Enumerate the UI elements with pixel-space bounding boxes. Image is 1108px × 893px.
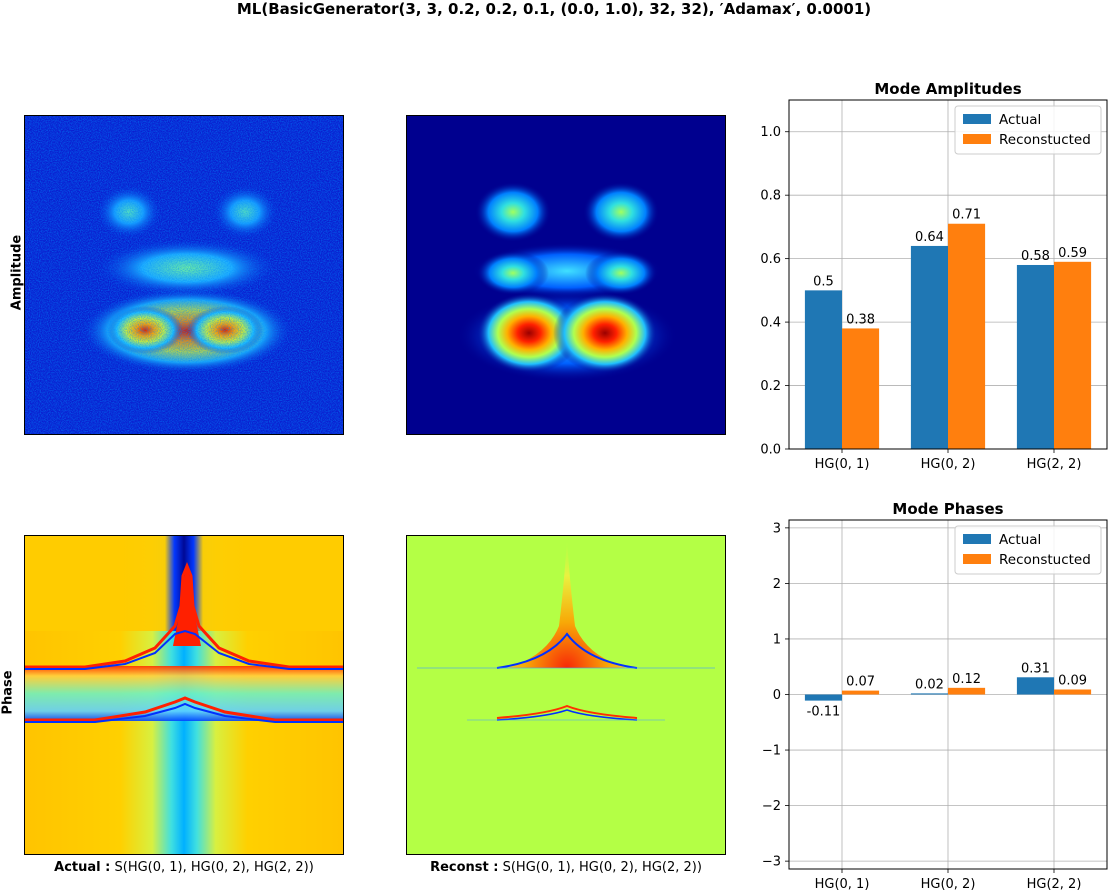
bar-actual [804,290,842,449]
reconstructed-caption: Reconst : S(HG(0, 1), HG(0, 2), HG(2, 2)… [406,860,726,875]
y-tick-label: 0.8 [760,189,781,204]
legend-swatch [963,134,991,144]
x-tick-label: HG(0, 2) [921,457,976,472]
reconstructed-amplitude-image [406,115,726,435]
bar-reconstructed [948,223,986,449]
y-tick-label: −1 [762,744,781,759]
bar-value-label: 0.59 [1058,246,1087,261]
legend-box [954,525,1102,575]
bar-value-label: 0.64 [915,230,944,245]
axes-frame [788,519,1108,870]
y-tick-label: 0.6 [760,252,781,267]
bar-value-label: -0.11 [807,705,841,720]
chart-title: Mode Phases [892,500,1003,518]
row-label-amplitude: Amplitude [9,234,25,311]
bar-value-label: 0.5 [813,274,834,289]
x-tick-label: HG(0, 2) [921,877,976,892]
bar-value-label: 0.07 [846,675,875,690]
x-tick-label: HG(2, 2) [1027,457,1082,472]
mode-amplitudes-chart: Mode Amplitudes 0.0 0.2 0.4 0.6 0.8 1.0 HG(0, 1… [760,80,1108,472]
actual-caption: Actual : S(HG(0, 1), HG(0, 2), HG(2, 2)) [24,860,344,875]
bar-value-label: 0.12 [952,672,981,687]
legend-label: Reconstucted [999,132,1091,148]
x-tick-label: HG(2, 2) [1027,877,1082,892]
bar-actual [1016,264,1054,449]
bar-value-label: 0.71 [952,208,981,223]
actual-caption-prefix: Actual : [54,860,111,875]
axes-frame [788,99,1108,450]
y-tick-label: 0.2 [760,379,781,394]
bar-reconstructed [1054,261,1092,449]
bar-reconstructed [1054,689,1092,695]
row-label-phase: Phase [0,670,16,715]
bar-actual [910,245,948,449]
bar-actual [804,694,842,701]
y-tick-label: 1 [773,632,781,647]
legend-swatch [963,114,991,124]
y-tick-label: 0 [773,688,781,703]
reconstructed-caption-text: S(HG(0, 1), HG(0, 2), HG(2, 2)) [502,860,702,875]
legend-swatch [963,554,991,564]
bar-actual [1016,677,1054,695]
bar-value-label: 0.58 [1021,249,1050,264]
y-tick-label: 3 [773,521,781,536]
bar-reconstructed [948,687,986,695]
y-tick-label: 0.0 [760,443,781,458]
reconstructed-caption-prefix: Reconst : [430,860,499,875]
actual-caption-text: S(HG(0, 1), HG(0, 2), HG(2, 2)) [114,860,314,875]
bar-reconstructed [842,328,880,449]
legend-box [954,105,1102,155]
bar-actual [910,693,948,695]
legend-label: Actual [999,112,1041,128]
legend-label: Reconstucted [999,552,1091,568]
x-tick-label: HG(0, 1) [815,457,870,472]
mode-phases-chart: Mode Phases −3 −2 −1 0 1 2 3 HG(0, 1) HG(0, 2) HG(… [762,500,1108,892]
y-tick-label: −2 [762,799,781,814]
bar-reconstructed [842,690,880,695]
y-tick-label: 2 [773,577,781,592]
legend-swatch [963,534,991,544]
x-tick-label: HG(0, 1) [815,877,870,892]
bar-value-label: 0.38 [846,312,875,327]
legend-label: Actual [999,532,1041,548]
y-tick-label: 0.4 [760,316,781,331]
reconstructed-phase-image [406,535,726,855]
bar-value-label: 0.02 [915,677,944,692]
actual-amplitude-image [24,115,344,435]
figure-title: ML(BasicGenerator(3, 3, 0.2, 0.2, 0.1, (… [236,0,872,18]
bar-value-label: 0.09 [1058,674,1087,689]
y-tick-label: 1.0 [760,125,781,140]
bar-value-label: 0.31 [1021,661,1050,676]
actual-phase-image [24,535,344,855]
chart-title: Mode Amplitudes [874,80,1021,98]
y-tick-label: −3 [762,855,781,870]
